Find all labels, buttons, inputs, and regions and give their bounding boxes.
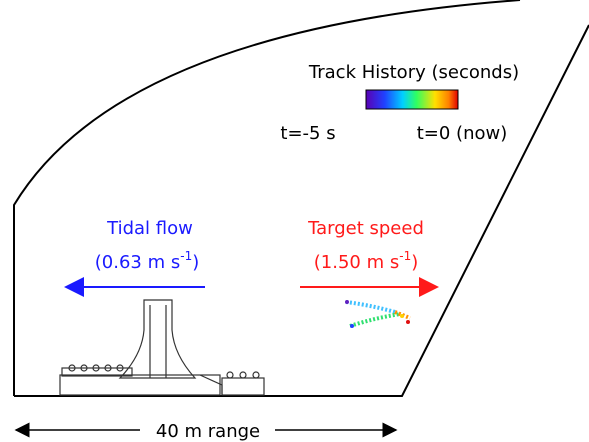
tidal-exponent: -1 <box>180 249 192 263</box>
colorbar <box>365 89 459 110</box>
target-speed-text: (1.50 m s <box>314 252 399 273</box>
sonar-fan <box>13 0 589 397</box>
tidal-label: Tidal flow <box>106 218 193 239</box>
tidal-speed-text: (0.63 m s <box>95 252 180 273</box>
turbine-platform <box>59 299 265 396</box>
target-label: Target speed <box>307 218 424 239</box>
tracks <box>345 300 411 328</box>
range-label: 40 m range <box>156 421 260 442</box>
legend-end: t=0 (now) <box>417 123 508 144</box>
tidal-close: ) <box>192 252 199 273</box>
legend-start: t=-5 s <box>280 123 335 144</box>
target-exponent: -1 <box>399 249 411 263</box>
tidal-speed: (0.63 m s-1) <box>95 249 199 273</box>
target-speed: (1.50 m s-1) <box>314 249 418 273</box>
legend-title: Track History (seconds) <box>308 62 519 83</box>
target-close: ) <box>411 252 418 273</box>
